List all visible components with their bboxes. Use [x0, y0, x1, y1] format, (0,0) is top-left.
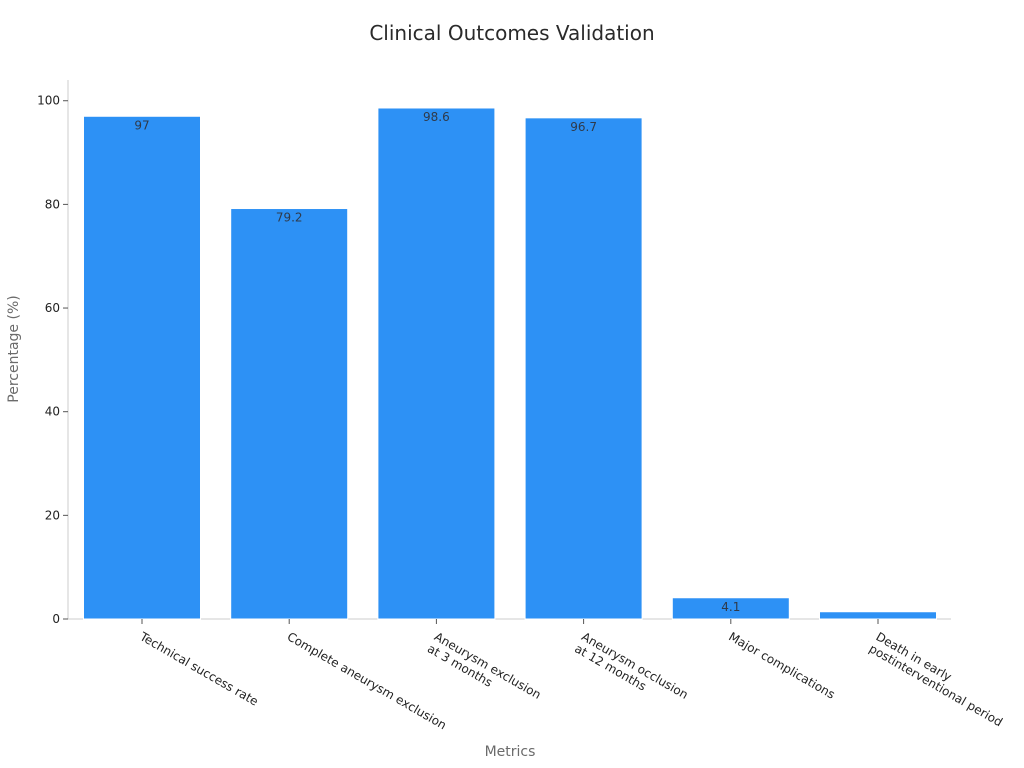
bars-group	[83, 107, 937, 620]
y-tick-label: 100	[37, 94, 60, 108]
x-tick-label: Aneurysm exclusionat 3 months	[425, 629, 543, 713]
x-axis-title: Metrics	[485, 744, 536, 760]
x-tick-label: Death in earlypostinterventional period	[867, 629, 1012, 729]
y-axis-ticks: 0 20 40 60 80 100	[37, 94, 68, 626]
y-tick-label: 80	[45, 197, 60, 211]
bar-value-label: 98.6	[423, 110, 450, 124]
x-tick-label-line: Complete aneurysm exclusion	[285, 629, 449, 732]
bar-value-label: 79.2	[276, 211, 303, 225]
y-axis-title: Percentage (%)	[6, 295, 22, 402]
bar	[230, 208, 349, 620]
x-tick-label-line: Technical success rate	[137, 629, 261, 709]
y-tick-label: 40	[45, 405, 60, 419]
chart-title: Clinical Outcomes Validation	[369, 21, 654, 45]
y-tick-label: 0	[52, 612, 60, 626]
data-labels-group: 97 79.2 98.6 96.7 4.1	[134, 110, 740, 614]
x-tick-label-line: postinterventional period	[867, 641, 1005, 729]
x-tick-label: Major complications	[726, 629, 837, 701]
bar-value-label: 97	[134, 118, 149, 132]
bar	[819, 611, 937, 620]
x-tick-label: Technical success rate	[137, 629, 261, 709]
y-tick-label: 60	[45, 301, 60, 315]
bar	[524, 117, 643, 620]
bar-value-label: 4.1	[721, 600, 740, 614]
bar	[83, 115, 201, 620]
x-tick-label: Aneurysm occlusionat 12 months	[572, 629, 690, 713]
x-tick-label: Complete aneurysm exclusion	[285, 629, 449, 732]
x-axis-ticks: Technical success rate Complete aneurysm …	[137, 619, 1012, 732]
x-tick-label-line: Major complications	[726, 629, 837, 701]
bar	[377, 107, 496, 620]
y-tick-label: 20	[45, 508, 60, 522]
bar-value-label: 96.7	[570, 120, 597, 134]
